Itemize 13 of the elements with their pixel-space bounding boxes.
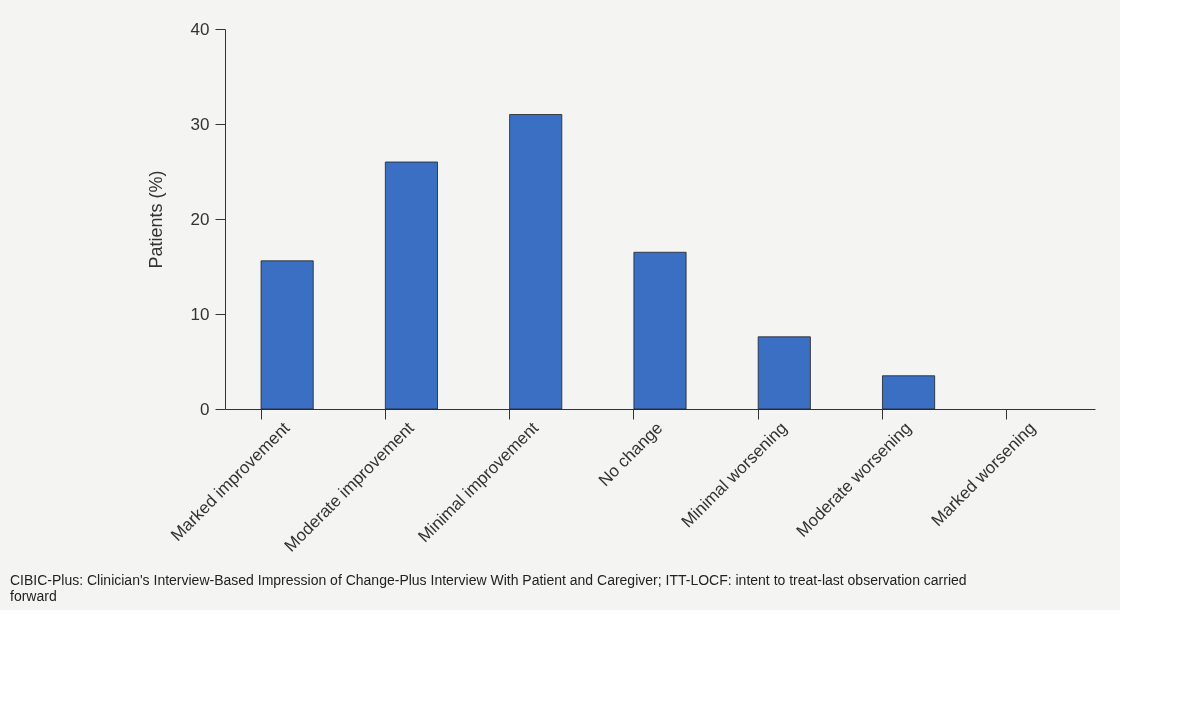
bar [260,260,314,410]
y-tick-label: 40 [190,19,210,39]
bar [757,336,811,410]
y-axis-title: Patients (%) [145,170,166,269]
y-tick-label: 30 [190,114,210,134]
y-tick-label: 0 [200,399,210,419]
y-tick-label: 20 [190,209,210,229]
bar [882,375,936,410]
bar [633,251,687,410]
bar [384,161,438,410]
bar [509,114,563,410]
text: CIBIC-Plus: Clinician's Interview-Based Impression of Change-Plus Interview With Patient and Caregiver; ITT-LOCF: intent to treat-last observation carried forward [10,572,967,605]
y-tick-label: 10 [190,304,210,324]
